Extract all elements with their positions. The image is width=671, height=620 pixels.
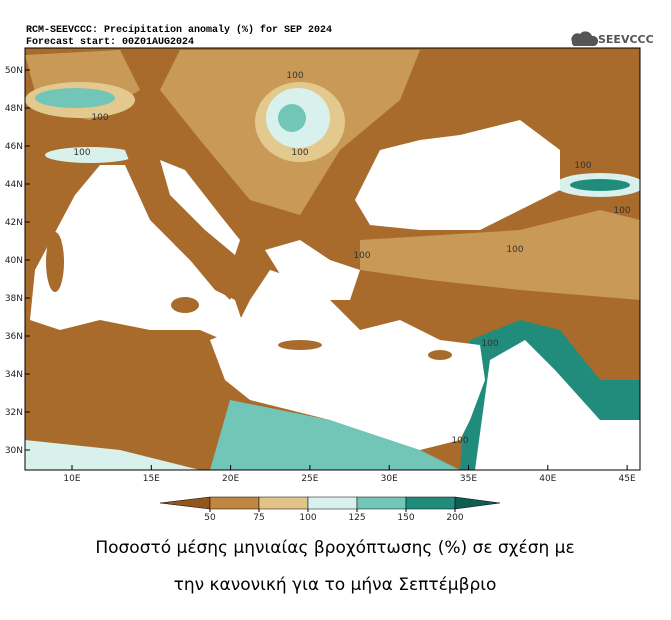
lon-tick-label: 10E	[63, 474, 80, 484]
colorbar-tick-label: 125	[348, 513, 365, 523]
lat-tick-label: 38N	[5, 294, 23, 304]
logo: SEEVCCC	[598, 33, 654, 46]
colorbar-tick-label: 75	[253, 513, 264, 523]
contour-label: 100	[353, 251, 370, 261]
contour-label: 100	[286, 71, 303, 81]
caption-line: Ποσοστό μέσης μηνιαίας βροχόπτωσης (%) σ…	[95, 538, 574, 558]
logo-icon	[571, 31, 599, 46]
lon-tick-label: 20E	[222, 474, 239, 484]
lon-tick-label: 30E	[381, 474, 398, 484]
contour-label: 100	[291, 148, 308, 158]
map-frame	[24, 47, 641, 471]
lat-tick-label: 42N	[5, 218, 23, 228]
caption-line: την κανονική για το μήνα Σεπτέμβριο	[174, 575, 497, 595]
lat-tick-label: 30N	[5, 446, 23, 456]
map-subtitle: Forecast start: 00Z01AUG2024	[26, 37, 194, 48]
lat-tick-label: 34N	[5, 370, 23, 380]
lon-tick-label: 15E	[143, 474, 160, 484]
lat-tick-label: 40N	[5, 256, 23, 266]
lat-tick-label: 44N	[5, 180, 23, 190]
colorbar-tick-label: 100	[299, 513, 316, 523]
lon-tick-label: 45E	[619, 474, 636, 484]
colorbar-tick-label: 200	[446, 513, 463, 523]
contour-label: 100	[73, 148, 90, 158]
contour-label: 100	[451, 436, 468, 446]
colorbar-tick-label: 150	[397, 513, 414, 523]
colorbar-segment	[405, 496, 456, 510]
colorbar-segment	[356, 496, 407, 510]
lat-tick-label: 32N	[5, 408, 23, 418]
lon-tick-label: 35E	[460, 474, 477, 484]
map	[25, 48, 640, 470]
colorbar-arrow	[454, 496, 501, 510]
lat-tick-label: 46N	[5, 142, 23, 152]
contour-label: 100	[613, 206, 630, 216]
lat-tick-label: 48N	[5, 104, 23, 114]
colorbar-segment	[258, 496, 309, 510]
lon-tick-label: 40E	[539, 474, 556, 484]
lat-tick-label: 36N	[5, 332, 23, 342]
map-title: RCM-SEEVCCC: Precipitation anomaly (%) f…	[26, 24, 332, 36]
contour-label: 100	[506, 245, 523, 255]
contour-label: 100	[574, 161, 591, 171]
colorbar-arrow	[159, 496, 211, 510]
colorbar-segment	[307, 496, 358, 510]
contour-label: 100	[91, 113, 108, 123]
lon-tick-label: 25E	[301, 474, 318, 484]
contour-label: 100	[481, 339, 498, 349]
lat-tick-label: 50N	[5, 66, 23, 76]
colorbar-segment	[209, 496, 260, 510]
colorbar-tick-label: 50	[204, 513, 216, 523]
